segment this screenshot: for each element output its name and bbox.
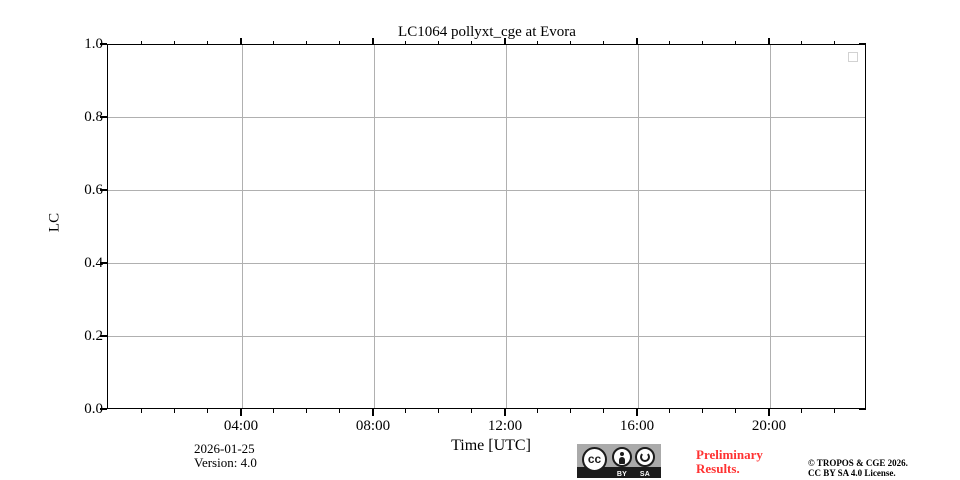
xtick-minor-top [801, 41, 803, 45]
xtick-minor-top [471, 41, 473, 45]
gridline-y-0-2 [108, 336, 865, 337]
xtick-minor [306, 409, 308, 413]
xtick-minor-top [537, 41, 539, 45]
x-axis-label: Time [UTC] [451, 437, 531, 454]
xtick-minor-top [669, 41, 671, 45]
measurement-date: 2026-01-25 [194, 441, 255, 456]
xtick-minor-top [339, 41, 341, 45]
gridline-x-12-00 [506, 45, 507, 408]
xtick-minor-top [438, 41, 440, 45]
xtick-minor [174, 409, 176, 413]
xtick-minor-top [141, 41, 143, 45]
xtick-minor [405, 409, 407, 413]
date-version-block: 2026-01-25 Version: 4.0 [194, 442, 257, 470]
preliminary-line-2: Results. [696, 461, 740, 476]
xtick-label-16-00: 16:00 [619, 418, 655, 434]
page-title: LC1064 pollyxt_cge at Evora [398, 24, 576, 40]
xtick-label-12-00: 12:00 [487, 418, 523, 434]
creative-commons-badge: cc BY SA [577, 444, 661, 478]
xtick-mark-top-12-00 [504, 38, 506, 45]
xtick-minor [339, 409, 341, 413]
gridline-y-0-6 [108, 190, 865, 191]
preliminary-results-notice: Preliminary Results. [696, 448, 763, 476]
gridline-x-04-00 [242, 45, 243, 408]
y-axis-label: LC [46, 212, 63, 233]
version-label: Version: 4.0 [194, 455, 257, 470]
xtick-mark-16-00 [636, 409, 638, 416]
xtick-minor [141, 409, 143, 413]
xtick-mark-12-00 [504, 409, 506, 416]
xtick-minor-top [207, 41, 209, 45]
xtick-minor-top [174, 41, 176, 45]
ytick-label-0-6: 0.6 [84, 182, 103, 198]
copyright-line-2: CC BY SA 4.0 License. [808, 468, 896, 478]
ytick-mark-right-1-0 [859, 43, 866, 45]
xtick-mark-top-16-00 [636, 38, 638, 45]
xtick-minor-top [306, 41, 308, 45]
xtick-mark-04-00 [240, 409, 242, 416]
xtick-minor-top [273, 41, 275, 45]
gridline-y-0-4 [108, 263, 865, 264]
ytick-label-0-0: 0.0 [84, 401, 103, 417]
person-body-shape [619, 456, 625, 464]
xtick-minor [471, 409, 473, 413]
ytick-mark-0-0 [100, 408, 107, 410]
xtick-mark-20-00 [768, 409, 770, 416]
plot-axes [107, 44, 866, 409]
gridline-x-20-00 [770, 45, 771, 408]
circular-arrow-shape [640, 452, 650, 462]
gridline-x-16-00 [638, 45, 639, 408]
legend-box [848, 52, 858, 62]
xtick-minor [603, 409, 605, 413]
ytick-mark-0-4 [100, 262, 107, 264]
xtick-minor [702, 409, 704, 413]
preliminary-line-1: Preliminary [696, 447, 763, 462]
xtick-minor-top [735, 41, 737, 45]
ytick-label-0-4: 0.4 [84, 255, 103, 271]
share-alike-icon [635, 447, 655, 467]
badge-label-sa: SA [639, 470, 651, 478]
xtick-minor [735, 409, 737, 413]
gridline-x-08-00 [374, 45, 375, 408]
xtick-minor [834, 409, 836, 413]
ytick-mark-0-2 [100, 335, 107, 337]
xtick-mark-top-08-00 [372, 38, 374, 45]
ytick-mark-1-0 [100, 43, 107, 45]
xtick-mark-top-20-00 [768, 38, 770, 45]
xtick-minor [273, 409, 275, 413]
xtick-label-04-00: 04:00 [223, 418, 259, 434]
xtick-label-20-00: 20:00 [751, 418, 787, 434]
xtick-minor-top [702, 41, 704, 45]
gridline-y-0-8 [108, 117, 865, 118]
xtick-minor [669, 409, 671, 413]
xtick-minor [438, 409, 440, 413]
xtick-minor [570, 409, 572, 413]
ytick-label-1-0: 1.0 [84, 36, 103, 52]
xtick-minor [207, 409, 209, 413]
xtick-label-08-00: 08:00 [355, 418, 391, 434]
copyright-block: © TROPOS & CGE 2026. CC BY SA 4.0 Licens… [808, 458, 908, 478]
ytick-label-0-8: 0.8 [84, 109, 103, 125]
xtick-mark-08-00 [372, 409, 374, 416]
badge-label-by: BY [616, 470, 628, 478]
ytick-mark-0-6 [100, 189, 107, 191]
xtick-minor [537, 409, 539, 413]
ytick-label-0-2: 0.2 [84, 328, 103, 344]
person-head-shape [620, 451, 624, 456]
xtick-minor-top [603, 41, 605, 45]
attribution-person-icon [612, 447, 632, 467]
xtick-minor [801, 409, 803, 413]
cc-icon: cc [582, 447, 607, 472]
xtick-minor-top [570, 41, 572, 45]
copyright-line-1: © TROPOS & CGE 2026. [808, 458, 908, 468]
xtick-mark-top-04-00 [240, 38, 242, 45]
xtick-minor-top [834, 41, 836, 45]
xtick-minor-top [405, 41, 407, 45]
ytick-mark-0-8 [100, 116, 107, 118]
badge-bottom-bar [577, 467, 661, 478]
